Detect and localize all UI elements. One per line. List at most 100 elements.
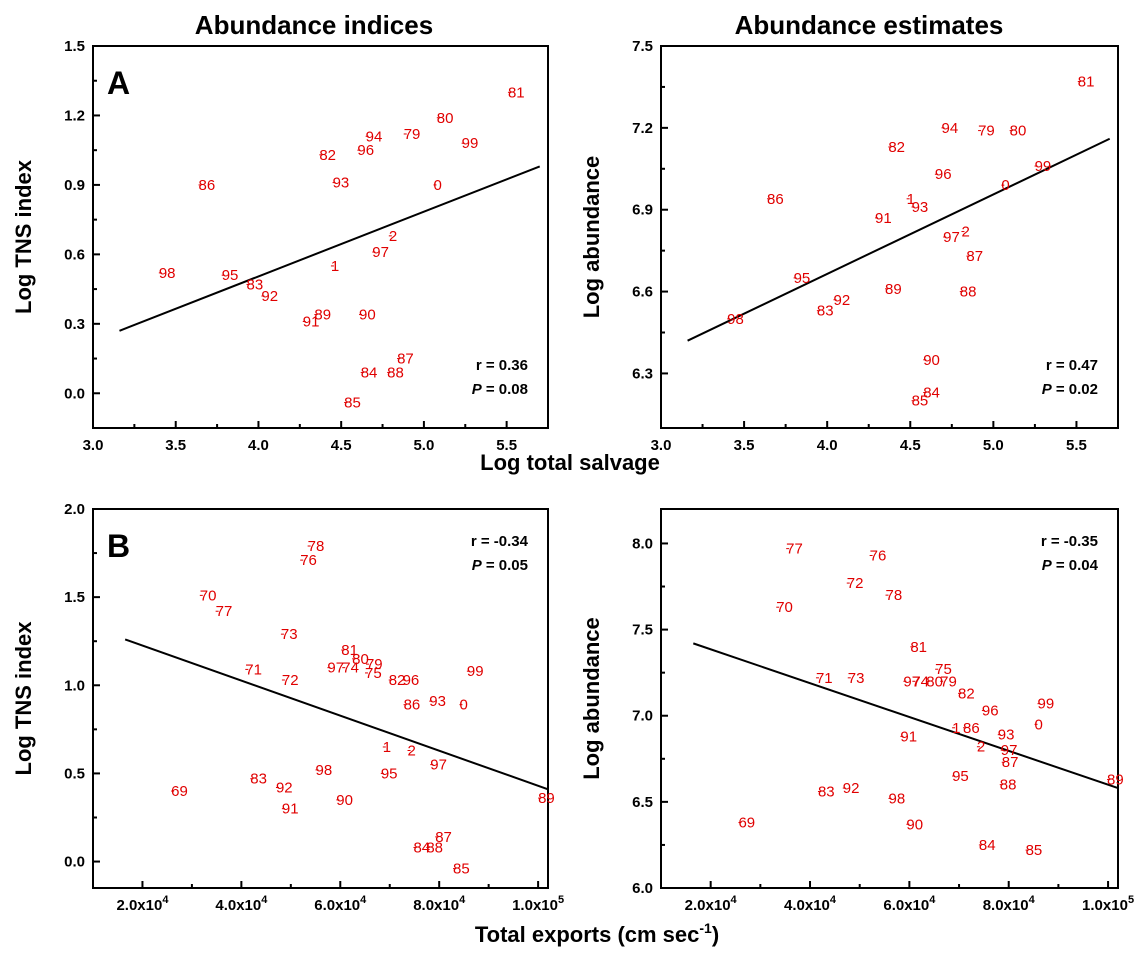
chart-A-left: 3.0 3.5 4.0 4.5 5.0 5.5 0.0 0.3 0.6 0.9 1.2 1.5 Log … [11,38,549,454]
data-point-label: 94 [366,128,383,145]
y-tick-label: 7.0 [632,708,653,725]
x-tick-label: 5.5 [1066,437,1087,454]
data-point-label: 96 [403,672,420,689]
data-point-label: 1 [907,191,915,208]
data-point-label: 1 [952,720,960,737]
data-point-label: 97 [372,244,389,261]
stat-p: P = 0.08 [472,381,528,398]
data-point-label: 86 [199,177,216,194]
regression-line [692,642,1119,790]
stat-p: P = 0.02 [1042,381,1098,398]
data-point-label: 0 [1001,177,1009,194]
data-point-label: 81 [910,639,927,656]
data-point-label: 2 [961,224,969,241]
y-tick-label: 6.9 [632,202,653,219]
y-axis-label: Log TNS index [11,159,36,314]
data-point-label: 85 [344,395,361,412]
data-point-label: 84 [361,364,378,381]
data-point-label: 81 [341,642,358,659]
data-point-label: 86 [404,697,421,714]
x-tick-label: 3.0 [83,437,104,454]
plot-frame [92,508,549,889]
data-point-label: 71 [816,670,833,687]
data-point-label: 88 [387,364,404,381]
data-point-label: 97 [943,229,960,246]
data-point-label: 72 [282,672,299,689]
x-tick-label: 6.0x104 [883,894,936,914]
chart-A-right: 3.0 3.5 4.0 4.5 5.0 5.5 6.3 6.6 6.9 7.2 7.5 Log abu… [579,38,1119,454]
plot-frame [92,45,549,429]
y-tick-label: 0.3 [64,316,85,333]
data-point-label: 96 [982,703,999,720]
data-point-label: 86 [767,191,784,208]
data-point-label: 92 [843,780,860,797]
data-point-label: 94 [942,120,959,137]
data-point-label: 85 [453,861,470,878]
data-point-label: 93 [998,727,1015,744]
y-tick-label: 6.5 [632,794,653,811]
data-point-label: 93 [429,693,446,710]
data-point-label: 82 [389,672,406,689]
x-tick-label: 5.0 [413,437,434,454]
stat-r: r = -0.35 [1041,533,1098,550]
data-point-label: 88 [1000,777,1017,794]
y-tick-label: 0.9 [64,177,85,194]
data-point-label: 81 [508,84,525,101]
data-point-label: 98 [888,790,905,807]
data-point-label: 80 [437,110,454,127]
data-point-label: 2 [408,743,416,760]
data-point-label: 88 [960,284,977,301]
data-point-label: 74 [342,660,359,677]
data-point-label: 85 [912,393,929,410]
panel-letter: A [107,65,130,101]
data-point-label: 98 [159,265,176,282]
data-point-label: 76 [870,548,887,565]
regression-line [687,137,1111,342]
data-point-label: 99 [462,135,479,152]
data-point-label: 92 [276,780,293,797]
data-point-label: 86 [963,720,980,737]
data-point-label: 75 [935,661,952,678]
y-tick-label: 1.5 [64,38,85,55]
data-point-label: 92 [833,292,850,309]
data-point-label: 1 [383,739,391,756]
title-abundance-indices: Abundance indices [195,10,433,40]
data-point-label: 79 [366,656,383,673]
x-axis-label-bottom: Total exports (cm sec-1) [475,920,719,947]
y-tick-label: 6.3 [632,365,653,382]
data-point-label: 85 [1026,842,1043,859]
data-point-label: 89 [314,307,331,324]
x-tick-label: 4.0 [248,437,269,454]
x-axis-label-top: Log total salvage [480,450,660,475]
y-tick-label: 8.0 [632,535,653,552]
regression-line [119,165,541,332]
x-tick-label: 5.0 [983,437,1004,454]
data-point-label: 79 [978,123,995,140]
y-tick-label: 0.5 [64,765,85,782]
data-point-label: 1 [331,258,339,275]
data-point-label: 93 [333,175,350,192]
data-point-label: 97 [430,757,447,774]
stat-r: r = -0.34 [471,533,529,550]
data-point-label: 97 [903,673,920,690]
data-point-label: 77 [216,603,233,620]
data-point-label: 91 [303,314,320,331]
data-point-label: 90 [923,352,940,369]
data-point-label: 2 [977,739,985,756]
data-point-label: 89 [538,790,555,807]
plot-frame [660,45,1119,429]
data-point-label: 83 [818,784,835,801]
x-tick-label: 3.5 [165,437,186,454]
data-point-label: 73 [281,626,298,643]
data-point-label: 79 [940,673,957,690]
data-point-label: 82 [888,139,905,156]
data-point-label: 71 [245,661,262,678]
stat-r: r = 0.36 [476,357,528,374]
data-point-label: 69 [738,815,755,832]
data-point-label: 2 [389,228,397,245]
data-point-label: 80 [1010,123,1027,140]
data-point-label: 87 [966,248,983,265]
title-abundance-estimates: Abundance estimates [735,10,1004,40]
data-point-label: 95 [222,267,239,284]
y-tick-label: 2.0 [64,501,85,518]
